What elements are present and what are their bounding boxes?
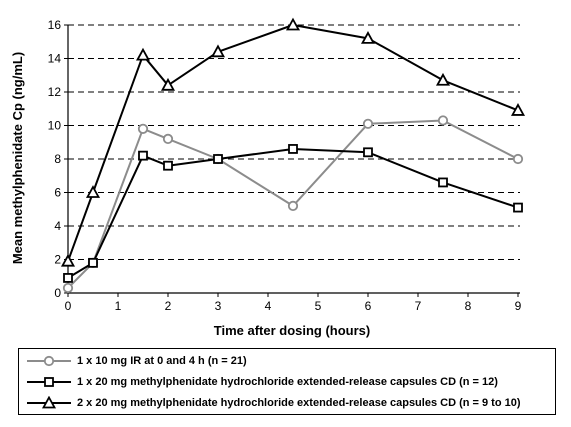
data-point-square: [88, 257, 98, 268]
y-axis-title: Mean methylphenidate Cp (ng/mL): [10, 52, 25, 264]
data-point-circle: [62, 282, 74, 294]
x-tick-label: 5: [315, 299, 322, 313]
y-tick-label: 0: [54, 286, 61, 300]
data-point-square: [63, 273, 73, 283]
data-point-triangle: [210, 44, 226, 58]
x-axis-title: Time after dosing (hours): [214, 323, 371, 338]
data-point-square: [163, 160, 173, 171]
data-point-square: [213, 154, 223, 164]
data-point-square: [138, 150, 148, 161]
data-point-triangle: [285, 17, 301, 31]
data-point-triangle: [510, 103, 526, 116]
legend-square-marker-icon: [27, 377, 71, 387]
data-point-circle: [362, 118, 374, 129]
data-point-triangle: [135, 47, 151, 61]
data-point-square: [288, 144, 298, 154]
grid-lines: [68, 24, 520, 260]
data-point-triangle: [60, 253, 76, 267]
data-point-square: [363, 147, 373, 158]
y-tick-label: 16: [48, 18, 62, 32]
series-triangle: [60, 17, 526, 267]
data-point-circle: [162, 133, 174, 144]
legend-circle-marker-icon: [27, 355, 71, 367]
data-point-circle: [512, 153, 524, 165]
data-point-square: [438, 177, 448, 188]
legend-label-cd-40: 2 x 20 mg methylphenidate hydrochloride …: [77, 397, 521, 409]
y-tick-label: 2: [54, 253, 61, 267]
x-tick-label: 3: [215, 299, 222, 313]
y-tick-label: 6: [54, 186, 61, 200]
legend-triangle-marker-icon: [27, 396, 71, 409]
legend-item-cd-20: 1 x 20 mg methylphenidate hydrochloride …: [25, 373, 498, 391]
legend-label-ir: 1 x 10 mg IR at 0 and 4 h (n = 21): [77, 355, 247, 367]
y-tick-label: 8: [54, 152, 61, 166]
data-point-triangle: [85, 185, 101, 198]
data-point-triangle: [435, 72, 451, 86]
series-line: [67, 148, 519, 279]
x-tick-label: 4: [265, 299, 272, 313]
y-tick-label: 10: [48, 119, 62, 133]
x-tick-label: 8: [465, 299, 472, 313]
data-point-circle: [137, 123, 149, 134]
data-point-triangle: [160, 77, 176, 91]
y-tick-label: 12: [48, 85, 62, 99]
legend: 1 x 10 mg IR at 0 and 4 h (n = 21) 1 x 2…: [18, 348, 556, 415]
legend-item-cd-40: 2 x 20 mg methylphenidate hydrochloride …: [25, 394, 521, 412]
x-tick-label: 7: [415, 299, 422, 313]
y-tick-label: 14: [48, 52, 62, 66]
x-tick-label: 9: [515, 299, 522, 313]
series-circle: [62, 115, 524, 294]
x-tick-label: 0: [65, 299, 72, 313]
y-tick-label: 4: [54, 219, 61, 233]
data-point-circle: [287, 200, 299, 211]
y-tick-labels: 0 2 4 6 8 10 12 14 16: [48, 18, 68, 300]
data-point-circle: [437, 115, 449, 126]
x-tick-label: 2: [165, 299, 172, 313]
x-tick-labels: 0 1 2 3 4 5 6 7 8 9: [65, 293, 522, 313]
series-layer: [60, 17, 526, 294]
series-square: [63, 144, 523, 283]
x-tick-label: 6: [365, 299, 372, 313]
legend-item-ir: 1 x 10 mg IR at 0 and 4 h (n = 21): [25, 352, 247, 370]
data-point-square: [513, 202, 523, 213]
legend-label-cd-20: 1 x 20 mg methylphenidate hydrochloride …: [77, 376, 498, 388]
x-tick-label: 1: [115, 299, 122, 313]
data-point-triangle: [360, 31, 376, 44]
